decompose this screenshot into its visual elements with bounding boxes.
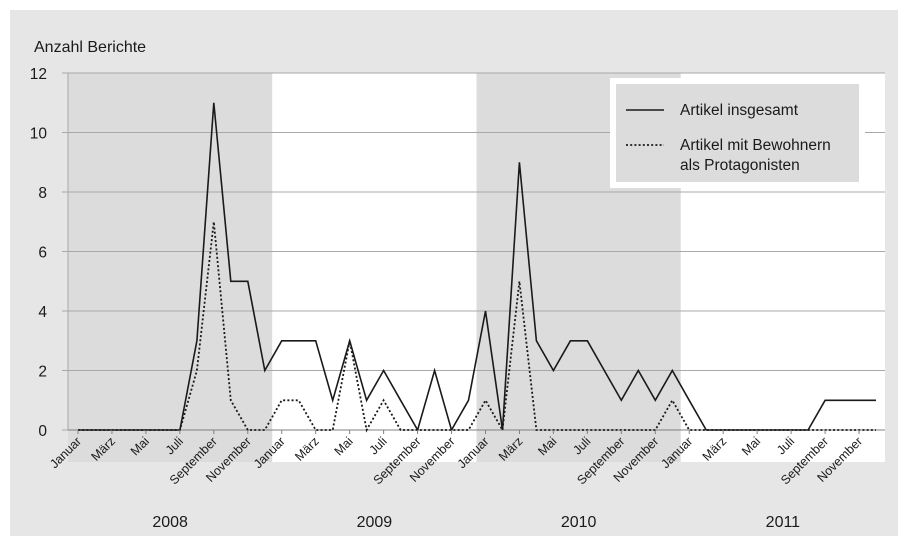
y-tick-label-4: 4 — [38, 304, 47, 321]
y-tick-label-0: 0 — [38, 423, 47, 440]
legend-inner — [616, 84, 859, 182]
y-axis-label: Anzahl Berichte — [34, 39, 146, 56]
y-tick-label-2: 2 — [38, 364, 47, 381]
y-tick-label-6: 6 — [38, 245, 47, 262]
y-axis-ticks: 0 2 4 6 8 10 12 — [30, 66, 48, 440]
legend: Artikel insgesamt Artikel mit Bewohnern … — [610, 78, 865, 188]
year-label-2008: 2008 — [152, 514, 188, 531]
year-band-2009 — [272, 73, 477, 462]
legend-label-bewohner-line1: Artikel mit Bewohnern — [680, 137, 831, 154]
series-lines — [78, 102, 876, 433]
year-band-2008 — [68, 73, 273, 462]
year-label-2009: 2009 — [357, 514, 393, 531]
year-label-2011: 2011 — [766, 514, 801, 531]
y-tick-label-8: 8 — [38, 185, 47, 202]
year-label-2010: 2010 — [561, 514, 597, 531]
year-labels: 2008 2009 2010 2011 — [152, 514, 800, 531]
series-line-0 — [78, 102, 876, 433]
legend-label-bewohner-line2: als Protagonisten — [680, 157, 800, 174]
year-bands — [68, 73, 885, 462]
y-tick-label-10: 10 — [30, 126, 48, 143]
y-tick-label-12: 12 — [30, 66, 47, 83]
legend-label-insgesamt: Artikel insgesamt — [680, 102, 799, 119]
